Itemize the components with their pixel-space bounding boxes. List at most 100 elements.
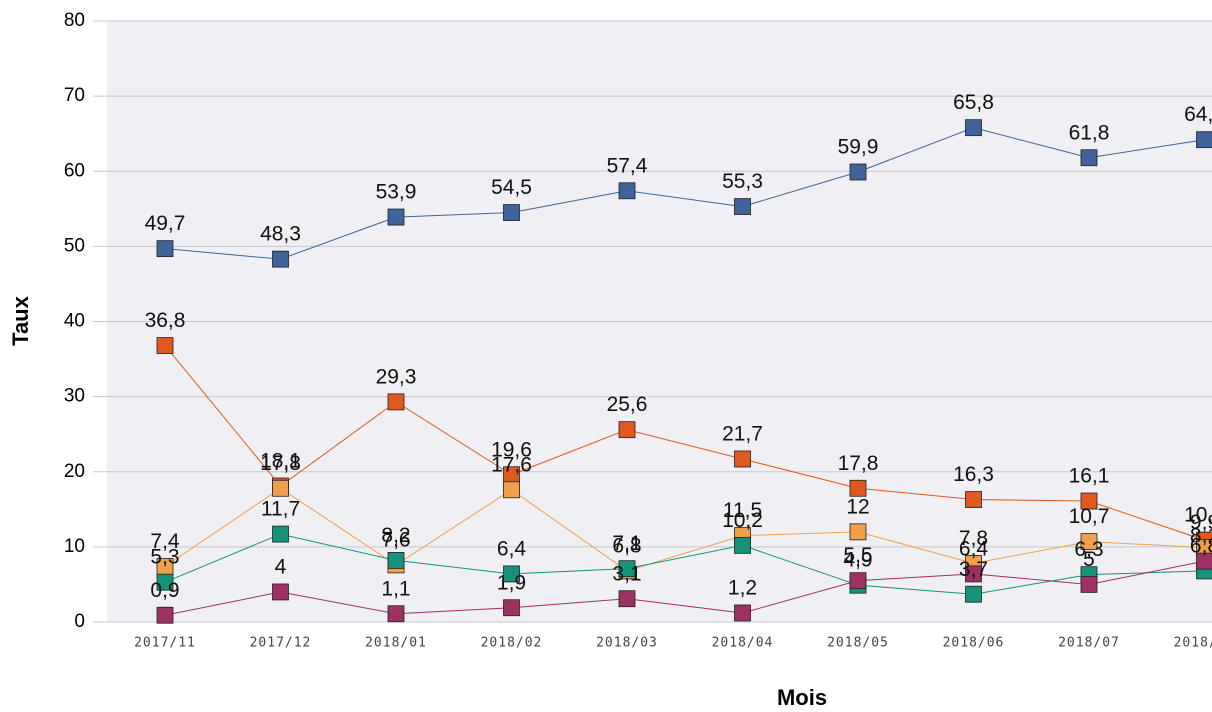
data-label: 12 — [846, 495, 869, 518]
series-line — [164, 127, 1205, 260]
data-label: 9,9 — [1190, 511, 1212, 534]
data-label: 25,6 — [607, 393, 648, 416]
data-point — [272, 525, 289, 543]
data-label: 8,1 — [1190, 525, 1212, 548]
data-point — [387, 393, 405, 411]
data-point — [734, 198, 751, 215]
data-point — [272, 583, 289, 601]
data-point — [618, 590, 636, 608]
data-label: 4,9 — [843, 549, 872, 572]
data-label: 6,8 — [612, 534, 641, 557]
data-label: 21,7 — [722, 423, 763, 446]
data-label: 17,8 — [838, 452, 879, 475]
data-point — [734, 450, 751, 468]
data-label: 57,4 — [607, 154, 648, 177]
data-label: 1,2 — [728, 577, 757, 600]
series-line — [164, 487, 1205, 572]
data-point — [849, 479, 867, 497]
data-label: 16,1 — [1069, 465, 1110, 488]
data-point — [156, 573, 174, 591]
data-label: 64,2 — [1184, 103, 1212, 126]
data-label: 4 — [275, 555, 287, 578]
data-point — [849, 523, 867, 541]
data-label: 11,5 — [723, 499, 762, 522]
data-point — [156, 240, 174, 258]
x-tick-label: 2018/06 — [943, 636, 1005, 651]
data-label: 6,8 — [1190, 534, 1212, 557]
data-point — [503, 481, 520, 499]
data-label: 3,1 — [612, 562, 641, 585]
data-point — [1196, 131, 1212, 149]
data-label: 7,4 — [150, 530, 180, 553]
data-label: 49,7 — [145, 212, 186, 235]
y-tick-label: 30 — [64, 386, 85, 407]
data-point — [849, 163, 867, 181]
data-point — [1080, 533, 1098, 551]
x-tick-label: 2018/02 — [481, 636, 543, 651]
series-line — [164, 560, 1205, 616]
data-label: 55,3 — [722, 170, 763, 193]
data-label: 16,3 — [953, 463, 994, 486]
data-label: 6,4 — [497, 537, 527, 560]
data-label: 10,9 — [1184, 504, 1212, 527]
data-label: 36,8 — [145, 309, 186, 332]
data-label: 1,9 — [497, 571, 526, 594]
data-point — [1080, 576, 1098, 593]
data-label: 11,7 — [261, 498, 300, 521]
x-tick-label: 2018/03 — [596, 636, 658, 651]
data-point — [734, 604, 751, 622]
data-label: 6,3 — [1074, 538, 1103, 561]
data-label: 19,6 — [491, 438, 532, 461]
data-label: 7,8 — [959, 527, 988, 550]
data-point — [965, 119, 982, 137]
data-label: 54,5 — [491, 176, 532, 199]
data-point — [503, 565, 520, 583]
data-label: 0,9 — [150, 579, 179, 602]
data-label: 53,9 — [376, 181, 417, 204]
y-axis-label: Taux — [8, 295, 33, 345]
data-label: 48,3 — [260, 223, 301, 246]
data-point — [1080, 149, 1098, 167]
data-label: 7,1 — [612, 532, 641, 555]
data-point — [272, 250, 289, 268]
y-tick-label: 60 — [64, 160, 85, 181]
data-point — [965, 491, 982, 508]
data-point — [734, 536, 751, 554]
data-point — [272, 479, 289, 497]
data-point — [618, 182, 636, 200]
data-label: 17,6 — [491, 453, 532, 476]
series-line — [164, 533, 1205, 595]
x-tick-label: 2017/11 — [134, 636, 196, 651]
data-point — [387, 551, 405, 569]
data-point — [618, 560, 636, 578]
x-tick-label: 2018/08 — [1174, 636, 1212, 651]
data-point — [849, 572, 867, 590]
data-label: 65,8 — [953, 91, 994, 114]
data-point — [503, 599, 520, 617]
y-tick-label: 10 — [64, 536, 85, 557]
data-label: 10,7 — [1069, 505, 1110, 528]
x-tick-label: 2017/12 — [250, 636, 312, 651]
y-tick-label: 0 — [74, 611, 85, 632]
series-line — [164, 345, 1205, 541]
data-point — [965, 585, 982, 603]
data-label: 5,5 — [843, 544, 872, 567]
data-label: 10,2 — [722, 509, 763, 532]
data-label: 7,6 — [381, 528, 410, 551]
data-point — [387, 605, 405, 623]
data-label: 5,3 — [150, 546, 179, 569]
data-point — [618, 421, 636, 439]
data-label: 3,7 — [959, 558, 988, 581]
data-label: 59,9 — [838, 136, 879, 159]
x-axis-label: Mois — [777, 685, 827, 710]
data-point — [156, 606, 174, 624]
y-tick-label: 80 — [64, 10, 85, 31]
data-point — [965, 565, 982, 583]
y-tick-label: 20 — [64, 461, 85, 482]
data-point — [503, 204, 520, 221]
data-label: 1,1 — [381, 577, 410, 600]
y-tick-label: 70 — [64, 85, 85, 106]
data-label: 6,4 — [959, 537, 989, 560]
